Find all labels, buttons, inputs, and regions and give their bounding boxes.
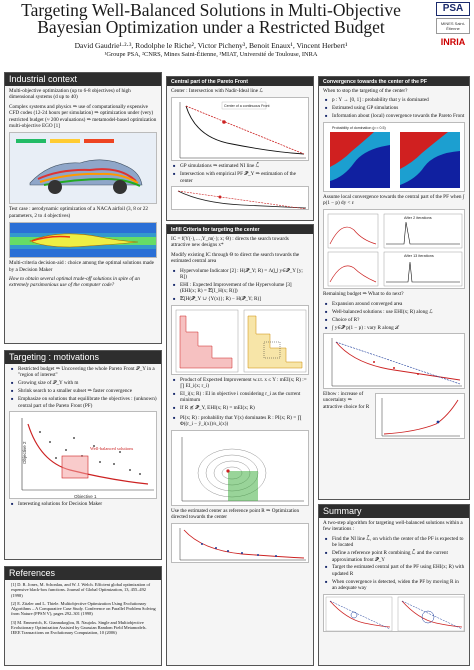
convergence-iterations-figure: After 2 iterations After 13 iterations [323, 209, 465, 290]
infill-criteria-box: Infill Criteria for targeting the center… [166, 224, 314, 666]
infill-item: EI_i(x; R) : EI in objective i consideri… [173, 391, 309, 404]
probability-improvement-figure [171, 429, 309, 506]
center-front-figure: Center of a continuous Front [171, 97, 309, 162]
infill-p2: Modify existing IC through Θ to direct t… [171, 251, 300, 265]
summary-intro: A two-step algorithm for targeting well-… [323, 520, 463, 533]
infill-p3: Use the estimated center as reference po… [171, 507, 300, 520]
affiliations: ¹Groupe PSA, ²CNRS, Mines Saint-Étienne,… [104, 51, 318, 58]
elbow-figure [375, 392, 465, 439]
motivation-item: Interesting solutions for Decision Maker [11, 501, 157, 508]
summary-item: When convergence is detected, widen the … [325, 579, 465, 592]
convergence-item: ∫ y∈𝒫̃ p(1 − p) : vary R along ℒ [325, 325, 465, 332]
title-line-2: Bayesian Optimization under a Restricted… [37, 17, 385, 37]
convergence-item: p : Y → [0, 1] : probability that y is d… [325, 97, 465, 104]
references-box: References [1] D. R. Jones, M. Schonlau,… [4, 566, 162, 666]
industrial-p3: Test case : aerodynamic optimization of … [9, 206, 148, 219]
convergence-question: When to stop the targeting of the center… [323, 88, 408, 94]
convergence-box: Convergence towards the center of the PF… [318, 76, 470, 500]
reference-item: [3] M. Emmerich, K. Giannakoglou, B. Nau… [11, 619, 147, 636]
infill-item: Hypervolume Indicator [2] : H(𝒫̃_Y; R) =… [173, 268, 309, 281]
inria-logo: INRIA [440, 37, 466, 47]
infill-item: Product of Expected Improvement w.r.t. x… [173, 377, 309, 390]
infill-p1: IC = f(Y(·),…,Y_m(·); x; Θ) : directs th… [171, 236, 289, 249]
infill-item: 𝔼[H(𝒫̃_Y ∪ {Y(x)}; R) − H(𝒫̃_Y; R)] [173, 296, 309, 303]
elbow-note: Elbow : increase of uncertainty ⇒ attrac… [323, 390, 370, 410]
center-definition: Center : Intersection with Nadir-Ideal l… [171, 88, 264, 94]
psa-logo: PSA [436, 2, 470, 16]
reference-item: [2] E. Zitzler and L. Thiele. Multiobjec… [11, 600, 156, 617]
summary-title: Summary [319, 505, 469, 518]
objective-1-label: Objective 1 [74, 494, 97, 499]
industrial-p4: Multi-criteria decision-aid : choice amo… [9, 260, 154, 273]
convergence-title: Convergence towards the center of the PF [319, 77, 469, 86]
mines-logo: MINES Saint-Étienne [436, 18, 470, 34]
author-list: David Gaudrie¹·²·³, Rodolphe le Riche², … [74, 41, 348, 50]
infill-criteria-title: Infill Criteria for targeting the center [167, 225, 313, 234]
central-item: GP simulations ⇒ estimated NI line ℒ̃ [173, 163, 309, 170]
domination-figure-caption: Probability of domination (p ≈ 0.5) [332, 126, 386, 130]
expansion-figure [323, 332, 465, 389]
infill-item: PI(x; R) : probability that Y(x) dominat… [173, 415, 309, 428]
convergence-item: Well-balanced solutions : use EHI(x; R) … [325, 309, 465, 316]
summary-box: Summary A two-step algorithm for targeti… [318, 504, 470, 666]
central-part-box: Central part of the Pareto Front Center … [166, 76, 314, 221]
motivation-item: Emphasize on solutions that equilibrate … [11, 396, 157, 409]
references-title: References [5, 567, 161, 580]
naca-airfoil-figure [9, 222, 157, 259]
directed-optimization-figure [171, 523, 309, 564]
poster-title: Targeting Well-Balanced Solutions in Mul… [14, 0, 408, 37]
targeting-motivations-title: Targeting : motivations [5, 351, 161, 364]
industrial-p1: Multi-objective optimization (up to 6-8 … [9, 88, 131, 101]
industrial-context-box: Industrial context Multi-objective optim… [4, 72, 162, 344]
convergence-assume: Assume local convergence towards the cen… [323, 193, 465, 207]
targeting-motivations-box: Targeting : motivations Restricted budge… [4, 350, 162, 560]
car-cfd-figure [9, 132, 157, 205]
after-13-iterations-label: After 13 iterations [404, 254, 434, 258]
motivation-item: Shrink search to a smaller subset ⇒ fast… [11, 388, 157, 395]
industrial-context-title: Industrial context [5, 73, 161, 86]
motivation-item: Growing size of 𝒫_Y with m [11, 380, 157, 387]
central-item: Intersection with empirical PF 𝒫̃_Y ⇒ es… [173, 171, 309, 184]
convergence-item: Choice of R? [325, 317, 465, 324]
domination-probability-figure: Probability of domination (p ≈ 0.5) [323, 121, 465, 192]
summary-item: Define a reference point R combining ℒ̃ … [325, 550, 465, 563]
after-2-iterations-label: After 2 iterations [404, 216, 432, 220]
industrial-p5: How to obtain several optimal trade-off … [9, 276, 140, 289]
title-line-1: Targeting Well-Balanced Solutions in Mul… [21, 0, 401, 20]
summary-item: Find the NI line ℒ̃, on which the center… [325, 536, 465, 549]
center-figure-legend: Center of a continuous Front [224, 104, 270, 108]
poster-header: Targeting Well-Balanced Solutions in Mul… [0, 0, 474, 62]
hypervolume-figure [171, 304, 309, 375]
infill-item: EHI : Expected Improvement of the Hyperv… [173, 282, 309, 295]
central-part-title: Central part of the Pareto Front [167, 77, 313, 86]
convergence-item: Expansion around converged area [325, 301, 465, 308]
center-estimate-figure [171, 186, 309, 211]
motivation-item: Restricted budget ⇒ Uncovering the whole… [11, 366, 157, 379]
convergence-item: Information about (local) convergence to… [325, 113, 465, 120]
reference-item: [1] D. R. Jones, M. Schonlau, and W. J. … [11, 582, 151, 598]
summary-item: Target the estimated central part of the… [325, 564, 465, 577]
well-balanced-figure: Well-balanced solutions Objective 1 Obje… [9, 410, 157, 499]
objective-2-label: Objective 2 [22, 441, 27, 464]
convergence-item: Estimated using GP simulations [325, 105, 465, 112]
summary-figure [323, 593, 465, 632]
infill-item: If R ⪯̸ 𝒫̃_Y, EHI(x; R) = mEI(x; R) [173, 405, 309, 412]
industrial-p2: Complex systems and physics ⇒ use of com… [9, 103, 157, 130]
remaining-budget: Remaining budget ⇒ What to do next? [323, 291, 404, 298]
well-balanced-label: Well-balanced solutions [90, 446, 133, 451]
